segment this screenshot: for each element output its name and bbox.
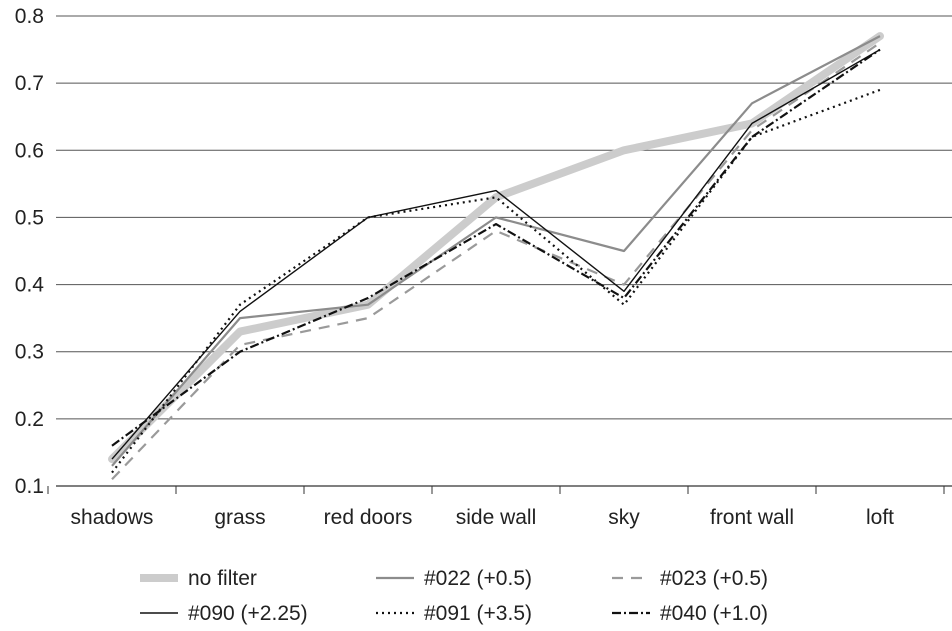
x-tick-label: grass [214,506,265,529]
legend-label: no filter [188,567,257,590]
legend-label: #091 (+3.5) [424,602,532,625]
legend: no filter #022 (+0.5) #023 (+0.5) #090 (+2.… [140,567,768,625]
y-axis-ticks: 0.1 0.2 0.3 0.4 0.5 0.6 0.7 0.8 [15,5,45,498]
x-tick-label: sky [608,506,640,529]
series-line-1 [111,35,881,467]
y-tick-label: 0.6 [15,139,44,162]
y-tick-label: 0.8 [15,5,44,28]
series-line-2 [111,41,881,481]
legend-label: #090 (+2.25) [188,602,308,625]
y-tick-label: 0.2 [15,408,44,431]
legend-label: #040 (+1.0) [660,602,768,625]
x-tick-label: red doors [324,506,413,529]
legend-label: #022 (+0.5) [424,567,532,590]
legend-label: #023 (+0.5) [660,567,768,590]
series-line-3 [111,48,881,460]
x-tick-label: side wall [456,506,537,529]
gridlines [56,15,952,487]
y-tick-label: 0.7 [15,72,44,95]
x-tick-label: shadows [71,506,154,529]
y-tick-label: 0.5 [15,206,44,229]
y-tick-label: 0.3 [15,341,44,364]
x-tick-label: front wall [710,506,794,529]
y-tick-label: 0.1 [15,475,44,498]
series-line-4 [111,88,881,474]
x-axis-ticks: shadows grass red doors side wall sky front w… [47,486,945,529]
series-line-5 [111,48,881,447]
series-line-0 [108,32,884,464]
x-tick-label: loft [866,506,894,529]
series-lines [108,32,884,481]
y-tick-label: 0.4 [15,274,45,297]
